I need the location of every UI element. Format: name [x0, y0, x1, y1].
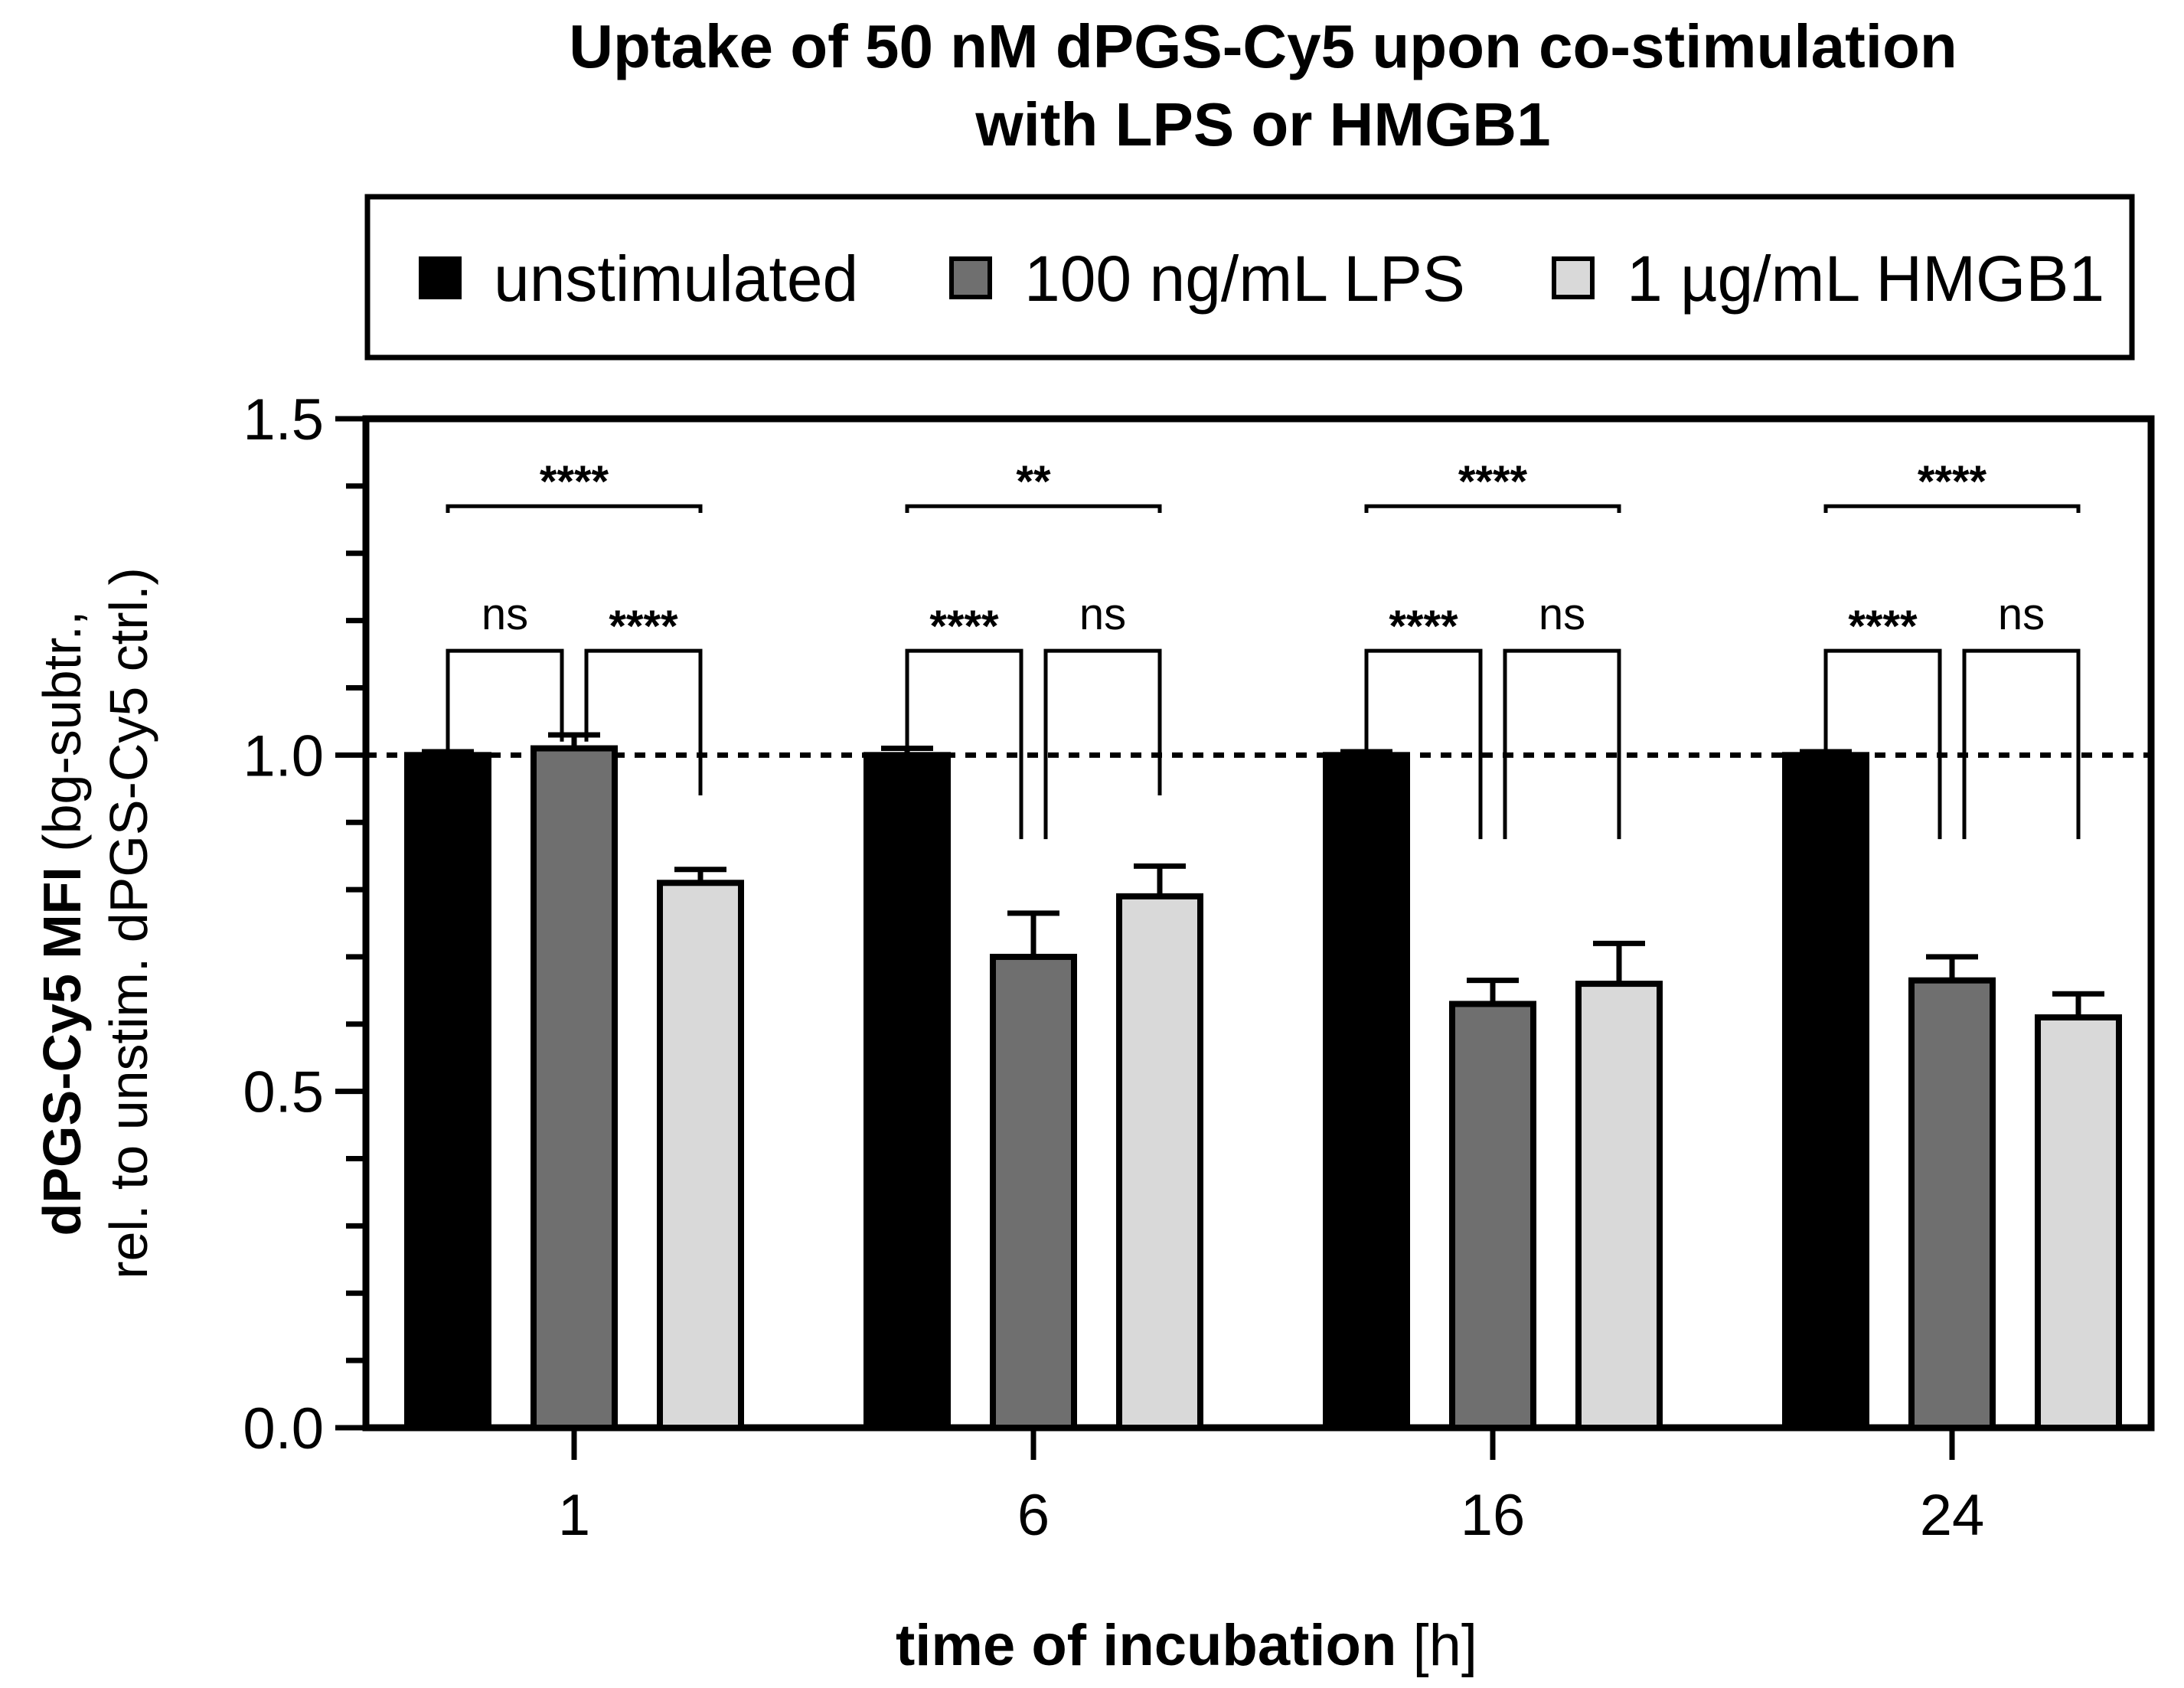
y-axis: 0.0 0.5 1.0 1.5 — [243, 387, 366, 1461]
y-tick-label: 0.0 — [243, 1396, 324, 1461]
bar — [1449, 1001, 1536, 1431]
y-axis-label-bold: dPGS-Cy5 MFI — [32, 867, 92, 1236]
bar — [657, 880, 744, 1431]
significance-label: **** — [1918, 457, 1987, 507]
significance-layer: ****ns ********** ns******** ns******** ns — [446, 457, 2081, 840]
legend-swatch-hmgb1 — [1552, 256, 1595, 299]
y-axis-label: dPGS-Cy5 MFI (bg-subtr., rel. to unstim.… — [32, 567, 158, 1279]
x-axis-label-unit: [h] — [1413, 1613, 1478, 1678]
bar — [1323, 752, 1410, 1431]
significance-bracket — [905, 504, 1162, 514]
significance-bracket — [1823, 648, 1942, 840]
significance-label: **** — [609, 602, 678, 651]
legend-box — [364, 194, 2135, 361]
x-tick-label: 24 — [1920, 1483, 1985, 1548]
legend-label-unstimulated: unstimulated — [494, 243, 858, 315]
significance-label: ns — [1998, 589, 2045, 639]
significance-bracket — [1364, 648, 1483, 840]
y-tick-label: 1.0 — [243, 723, 324, 788]
x-tick-label: 6 — [1017, 1483, 1050, 1548]
significance-bracket — [1823, 504, 2081, 514]
significance-label: **** — [1458, 457, 1528, 507]
bar — [1116, 893, 1203, 1432]
y-axis-label-line-2: rel. to unstim. dPGS-Cy5 ctrl.) — [99, 567, 158, 1279]
significance-label: **** — [929, 602, 999, 651]
y-tick-label: 0.5 — [243, 1060, 324, 1125]
significance-bracket — [446, 648, 564, 756]
x-axis-label: time of incubation [h] — [896, 1613, 1477, 1678]
bar — [1575, 981, 1663, 1431]
x-axis: 1 6 16 24 — [558, 1428, 1984, 1548]
significance-label: ** — [1016, 457, 1051, 507]
bars-layer — [404, 732, 2122, 1432]
chart-title-line-2: with LPS or HMGB1 — [974, 90, 1550, 158]
plot-frame — [362, 415, 2155, 1432]
chart-title-line-1: Uptake of 50 nM dPGS-Cy5 upon co-stimula… — [569, 12, 1957, 80]
y-axis-label-rest: (bg-subtr., — [32, 611, 92, 852]
bar — [1782, 752, 1869, 1431]
x-axis-label-main: time of incubation — [896, 1613, 1396, 1678]
legend-swatch-lps — [949, 256, 992, 299]
significance-bracket — [1043, 648, 1162, 840]
significance-bracket — [905, 648, 1023, 840]
legend: unstimulated 100 ng/mL LPS 1 µg/mL HMGB1 — [364, 194, 2135, 361]
significance-label: ns — [1079, 589, 1126, 639]
bar — [2035, 1014, 2122, 1431]
legend-label-hmgb1: 1 µg/mL HMGB1 — [1627, 243, 2104, 315]
significance-label: **** — [1389, 602, 1458, 651]
y-tick-label: 1.5 — [243, 387, 324, 452]
significance-bracket — [1364, 504, 1621, 514]
significance-bracket — [584, 648, 703, 796]
significance-bracket — [1503, 648, 1621, 840]
significance-bracket — [1962, 648, 2081, 840]
significance-label: ns — [1539, 589, 1585, 639]
significance-label: **** — [1848, 602, 1918, 651]
bar — [404, 752, 491, 1431]
x-tick-label: 1 — [558, 1483, 590, 1548]
y-axis-label-line-1: dPGS-Cy5 MFI (bg-subtr., — [32, 611, 92, 1236]
significance-label: ns — [482, 589, 528, 639]
significance-label: **** — [540, 457, 609, 507]
legend-swatch-unstimulated — [419, 256, 462, 299]
legend-label-lps: 100 ng/mL LPS — [1024, 243, 1465, 315]
bar — [530, 745, 618, 1431]
x-tick-label: 16 — [1461, 1483, 1526, 1548]
bar — [863, 752, 951, 1431]
bar — [1908, 977, 1996, 1431]
significance-bracket — [446, 504, 703, 514]
bar — [990, 953, 1077, 1431]
